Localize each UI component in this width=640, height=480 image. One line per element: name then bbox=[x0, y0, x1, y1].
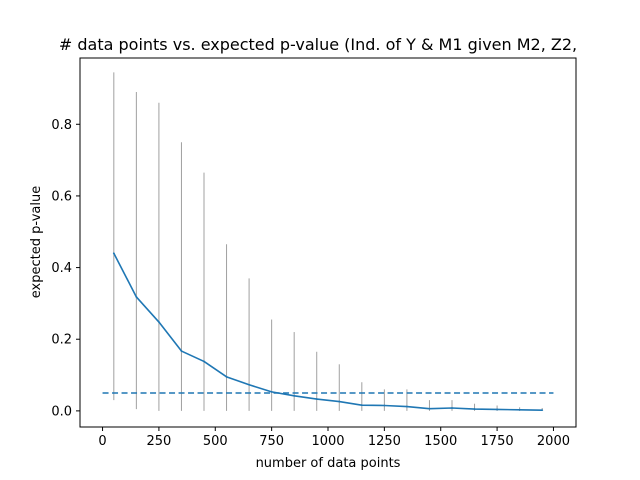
data-point-10 bbox=[338, 400, 341, 403]
data-point-19 bbox=[541, 409, 544, 412]
y-tick-label-0: 0.0 bbox=[51, 404, 72, 419]
y-tick-label-1: 0.2 bbox=[51, 333, 72, 348]
y-axis-title: expected p-value bbox=[29, 186, 44, 298]
chart-title: # data points vs. expected p-value (Ind.… bbox=[59, 35, 577, 54]
data-point-17 bbox=[496, 408, 498, 411]
data-point-0 bbox=[112, 252, 115, 255]
series-group bbox=[112, 252, 544, 412]
data-point-5 bbox=[225, 375, 228, 378]
y-tick-label-3: 0.6 bbox=[51, 189, 72, 204]
data-point-18 bbox=[518, 408, 521, 411]
x-tick-label-4: 1000 bbox=[311, 434, 344, 449]
data-point-9 bbox=[315, 398, 318, 400]
data-point-4 bbox=[203, 360, 205, 363]
series-line-0 bbox=[113, 252, 543, 411]
data-point-8 bbox=[293, 394, 296, 397]
x-tick-label-0: 0 bbox=[98, 434, 106, 449]
x-tick-label-2: 500 bbox=[203, 434, 228, 449]
x-tick-label-6: 1500 bbox=[424, 434, 457, 449]
x-axis-title: number of data points bbox=[256, 456, 401, 471]
x-tick-label-5: 1250 bbox=[368, 434, 401, 449]
data-point-15 bbox=[451, 407, 453, 409]
data-point-11 bbox=[360, 404, 363, 407]
y-axis-ticks: 0.0 0.2 0.4 0.6 0.8 bbox=[51, 118, 80, 419]
x-tick-label-1: 250 bbox=[146, 434, 171, 449]
data-point-13 bbox=[406, 405, 408, 408]
data-point-2 bbox=[158, 321, 160, 323]
data-point-7 bbox=[270, 390, 273, 393]
x-tick-label-8: 2000 bbox=[537, 434, 570, 449]
data-point-12 bbox=[383, 404, 386, 407]
data-point-6 bbox=[248, 383, 250, 386]
data-point-14 bbox=[428, 407, 431, 410]
x-tick-label-3: 750 bbox=[259, 434, 284, 449]
plot-frame bbox=[79, 57, 577, 428]
data-point-16 bbox=[473, 408, 476, 410]
y-tick-label-4: 0.8 bbox=[51, 118, 72, 133]
data-point-3 bbox=[180, 350, 183, 352]
data-point-1 bbox=[135, 296, 138, 298]
x-tick-label-7: 1750 bbox=[481, 434, 514, 449]
x-axis-ticks: 0 250 500 750 1000 1250 1500 1750 2000 bbox=[98, 427, 570, 449]
range-lines bbox=[113, 72, 543, 411]
y-tick-label-2: 0.4 bbox=[51, 261, 72, 276]
